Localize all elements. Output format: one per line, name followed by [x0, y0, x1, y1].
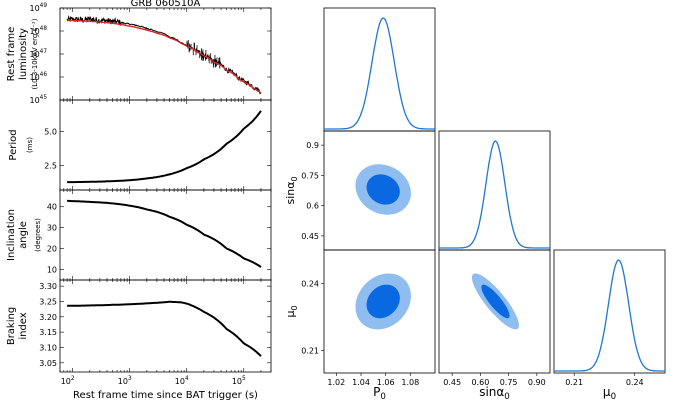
panel-period: 2.5 5.0 Period (ms): [8, 99, 272, 191]
x-tick-label: 102: [61, 376, 75, 386]
y-axis-label: Inclination: [6, 209, 17, 261]
x-tick-label: 1.06: [377, 378, 395, 387]
x-tick-label: 1.04: [352, 378, 370, 387]
y-axis-label: Rest frame: [6, 27, 17, 82]
y-tick-label: 3.30: [39, 282, 57, 291]
y-axis-label: index: [18, 312, 29, 339]
chart-title: GRB 060510A: [131, 0, 201, 9]
y-param-label: sinα0: [284, 176, 299, 204]
y-tick-label: 1047: [29, 49, 47, 59]
y-tick-label: 10: [47, 266, 57, 275]
y-axis-unit: (ms): [26, 137, 34, 153]
x-tick-label: 0.24: [626, 378, 644, 387]
x-param-label: P0: [373, 385, 386, 402]
x-tick-label: 1.08: [401, 378, 419, 387]
x-tick-label: 0.45: [443, 378, 461, 387]
marginal-0-1: [439, 140, 550, 249]
y-tick-label: 0.21: [301, 347, 319, 356]
x-param-label: sinα0: [479, 385, 510, 402]
y-tick-label: 3.25: [39, 297, 57, 306]
braking-line: [67, 300, 262, 357]
x-tick-label: 0.90: [528, 378, 546, 387]
inner-contour: [366, 284, 400, 319]
x-tick-label: 104: [175, 376, 189, 386]
y-tick-label: 0.45: [301, 232, 319, 241]
corner-plot: 0.45 0.6 0.75 0.9 sinα0 0.21 0.24 μ0 1.02 1.04 1.0…: [284, 7, 666, 402]
x-tick-label: 0.75: [500, 378, 518, 387]
y-param-label: μ0: [284, 305, 299, 317]
panel-frame: [59, 279, 272, 373]
y-tick-label: 0.9: [306, 141, 319, 150]
x-axis-label: Rest frame time since BAT trigger (s): [73, 390, 258, 401]
y-tick-label: 0.24: [301, 280, 319, 289]
y-tick-label: 30: [47, 224, 57, 233]
y-tick-label: 1049: [29, 3, 47, 13]
pair-frame: [438, 249, 551, 374]
y-axis-label: Braking: [6, 307, 17, 345]
y-axis-unit: (degrees): [34, 218, 42, 252]
y-tick-label: 2.5: [44, 161, 57, 170]
marginal-0-0: [324, 17, 435, 130]
x-tick-label: 0.21: [565, 378, 583, 387]
y-axis-label: angle: [18, 221, 29, 249]
panel-frame: [59, 99, 272, 191]
diag-frame: [553, 249, 666, 374]
data-series: [66, 15, 262, 95]
diag-frame: [438, 130, 551, 251]
x-tick-label: 103: [118, 376, 132, 386]
y-tick-label: 0.6: [306, 202, 319, 211]
y-tick-label: 3.15: [39, 328, 57, 337]
y-tick-label: 40: [47, 203, 57, 212]
panel-frame: [59, 189, 272, 281]
y-axis-label: Period: [8, 129, 19, 160]
inclination-line: [67, 199, 262, 268]
inner-contour: [366, 174, 400, 205]
y-tick-label: 5.0: [44, 127, 57, 136]
pair-frame: [323, 249, 436, 374]
y-axis-label: luminosity: [18, 28, 29, 80]
x-tick-label: 0.60: [471, 378, 489, 387]
x-tick-label: 105: [232, 376, 246, 386]
y-tick-label: 1048: [29, 26, 47, 36]
y-tick-label: 3.10: [39, 343, 57, 352]
y-tick-label: 1046: [29, 72, 47, 82]
model-line: [67, 19, 262, 94]
y-tick-label: 3.20: [39, 313, 57, 322]
period-line: [67, 110, 262, 184]
inner-contour: [481, 284, 510, 319]
panel-inclination: 40 30 20 10 Inclination angle (degrees): [6, 189, 272, 281]
y-axis-unit: (L0.3-10keV erg s⁻¹): [31, 18, 39, 89]
y-tick-label: 0.75: [301, 171, 319, 180]
panel-luminosity: 1049 1048 1047 1046 1045 Rest frame luminosity…: [6, 3, 272, 105]
left-stack: GRB 060510A 1049 1048 1047 1046 1045 Rest fram…: [6, 0, 272, 401]
y-tick-label: 20: [47, 245, 57, 254]
panel-braking: 3.30 3.25 3.20 3.15 3.10 3.05 Braking index 102 1…: [6, 279, 272, 401]
y-tick-label: 3.05: [39, 359, 57, 368]
marginal-0-2: [554, 259, 665, 372]
y-tick-label: 1045: [29, 95, 47, 105]
x-tick-label: 1.02: [327, 378, 345, 387]
x-param-label: μ0: [603, 385, 616, 402]
diag-frame: [323, 7, 436, 132]
